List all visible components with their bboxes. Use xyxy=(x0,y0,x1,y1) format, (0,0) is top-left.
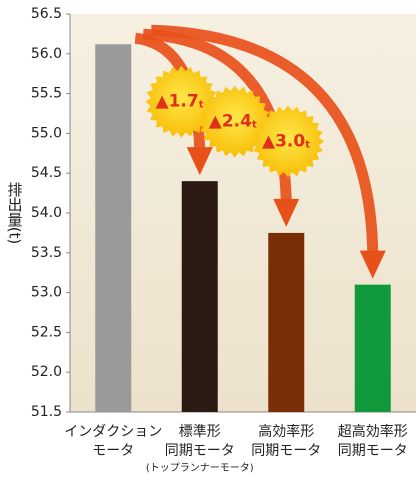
arrow xyxy=(151,24,379,253)
x-tick-note: (トップランナーモータ) xyxy=(146,462,254,474)
y-tick-label: 53.5 xyxy=(31,245,62,261)
annotation: ▲3.0t xyxy=(262,131,310,151)
y-axis-label: 排出量(t) xyxy=(6,182,24,245)
x-tick-label: インダクション xyxy=(64,424,162,440)
bar xyxy=(181,181,218,412)
annotation: ▲1.7t xyxy=(156,92,204,112)
sunburst xyxy=(252,105,324,178)
annotation-unit: t xyxy=(305,139,310,150)
y-tick-label: 52.5 xyxy=(31,324,62,340)
y-tick-label: 53.0 xyxy=(31,285,62,301)
y-tick-label: 54.0 xyxy=(31,205,62,221)
y-tick-label: 56.5 xyxy=(31,6,62,22)
y-tick-label: 51.5 xyxy=(31,404,62,420)
x-tick-label: 高効率形 xyxy=(258,423,314,440)
annotation-value: ▲3.0 xyxy=(262,131,305,151)
y-tick-label: 54.5 xyxy=(31,165,62,181)
annotation-value: ▲1.7 xyxy=(156,92,199,112)
bar xyxy=(268,232,305,412)
annotation-unit: t xyxy=(199,100,204,111)
bar xyxy=(354,284,391,412)
sunburst xyxy=(145,65,218,138)
y-tick-label: 55.0 xyxy=(31,125,62,141)
annotation-unit: t xyxy=(252,120,257,131)
x-tick-label: 超高効率形 xyxy=(338,423,408,440)
x-tick-label: モータ xyxy=(92,443,134,459)
y-tick-label: 56.0 xyxy=(31,46,62,62)
x-tick-label: 同期モータ xyxy=(251,443,321,459)
y-tick-label: 55.5 xyxy=(31,86,62,102)
sunburst xyxy=(198,85,271,158)
bar xyxy=(95,44,132,413)
x-tick-label: 同期モータ xyxy=(165,443,235,459)
arrow-head xyxy=(273,198,300,227)
annotation: ▲2.4t xyxy=(209,112,257,132)
y-tick-label: 52.0 xyxy=(31,364,62,380)
x-tick-label: 同期モータ xyxy=(338,443,408,459)
annotation-value: ▲2.4 xyxy=(209,112,252,132)
arrow-head xyxy=(186,147,213,176)
arrow-head xyxy=(359,250,386,279)
x-tick-label: 標準形 xyxy=(179,424,221,440)
